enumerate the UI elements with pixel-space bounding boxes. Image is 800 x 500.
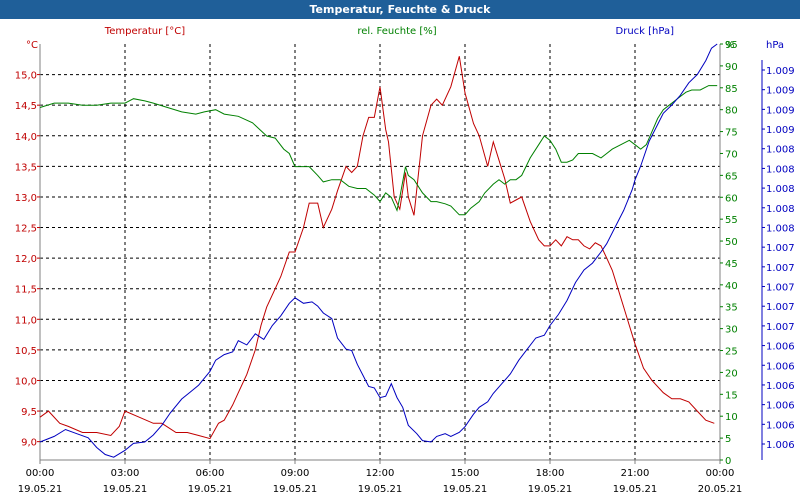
pressure-tick-label: 1.007 xyxy=(766,302,795,313)
pressure-tick-label: 1.006 xyxy=(766,440,795,451)
series-line-temperature xyxy=(39,56,715,440)
pressure-tick-label: 1.008 xyxy=(766,184,795,195)
x-tick-time: 18:00 xyxy=(536,468,565,479)
x-tick-date: 19.05.21 xyxy=(443,484,488,495)
series-label-humidity: rel. Feuchte [%] xyxy=(357,26,436,37)
hum-tick-label: 30 xyxy=(725,325,738,336)
temp-tick-label: 13,5 xyxy=(15,162,37,173)
pressure-unit-label: hPa xyxy=(766,40,784,51)
series-line-pressure xyxy=(39,43,718,458)
pressure-tick-label: 1.007 xyxy=(766,322,795,333)
hum-unit-label: % xyxy=(725,40,735,51)
x-tick-date: 19.05.21 xyxy=(18,484,63,495)
pressure-tick-label: 1.009 xyxy=(766,66,795,77)
series-label-temperature: Temperatur [°C] xyxy=(104,26,185,37)
temp-tick-label: 15,0 xyxy=(15,71,37,82)
hum-tick-label: 40 xyxy=(725,281,738,292)
hum-tick-label: 0 xyxy=(725,456,731,467)
pressure-tick-label: 1.006 xyxy=(766,381,795,392)
x-tick-time: 21:00 xyxy=(621,468,650,479)
hum-tick-label: 80 xyxy=(725,106,738,117)
hum-tick-label: 65 xyxy=(725,171,738,182)
series-label-pressure: Druck [hPa] xyxy=(616,26,675,37)
temp-tick-label: 13,0 xyxy=(15,193,37,204)
pressure-tick-label: 1.007 xyxy=(766,283,795,294)
x-tick-date: 19.05.21 xyxy=(528,484,573,495)
hum-tick-label: 35 xyxy=(725,303,738,314)
hum-tick-label: 60 xyxy=(725,193,738,204)
temp-tick-label: 9,5 xyxy=(21,407,37,418)
pressure-tick-label: 1.008 xyxy=(766,223,795,234)
x-tick-time: 06:00 xyxy=(196,468,225,479)
x-tick-date: 20.05.21 xyxy=(698,484,743,495)
pressure-tick-label: 1.006 xyxy=(766,361,795,372)
pressure-tick-label: 1.008 xyxy=(766,204,795,215)
temp-tick-label: 10,5 xyxy=(15,346,37,357)
pressure-tick-label: 1.006 xyxy=(766,342,795,353)
pressure-tick-label: 1.008 xyxy=(766,145,795,156)
pressure-tick-label: 1.007 xyxy=(766,243,795,254)
x-tick-date: 19.05.21 xyxy=(188,484,233,495)
hum-tick-label: 95 xyxy=(725,40,738,51)
x-tick-time: 00:00 xyxy=(706,468,735,479)
chart-title: Temperatur, Feuchte & Druck xyxy=(0,0,800,19)
x-tick-time: 09:00 xyxy=(281,468,310,479)
x-tick-time: 12:00 xyxy=(366,468,395,479)
series-line-humidity xyxy=(39,85,718,216)
x-tick-time: 00:00 xyxy=(26,468,55,479)
hum-tick-label: 45 xyxy=(725,259,738,270)
x-tick-time: 03:00 xyxy=(111,468,140,479)
pressure-tick-label: 1.006 xyxy=(766,420,795,431)
labels: 00:00 19.05.21 03:00 19.05.21 06:00 19.05.21 0… xyxy=(15,26,795,495)
hum-tick-label: 20 xyxy=(725,368,738,379)
hum-tick-label: 50 xyxy=(725,237,738,248)
hum-tick-label: 75 xyxy=(725,128,738,139)
x-tick-date: 19.05.21 xyxy=(273,484,318,495)
pressure-tick-label: 1.006 xyxy=(766,401,795,412)
hum-tick-label: 85 xyxy=(725,84,738,95)
x-tick-date: 19.05.21 xyxy=(103,484,148,495)
temp-tick-label: 12,5 xyxy=(15,224,37,235)
temp-tick-label: 11,0 xyxy=(15,315,37,326)
temp-tick-label: 10,0 xyxy=(15,376,37,387)
hum-tick-label: 90 xyxy=(725,62,738,73)
temp-tick-label: 14,0 xyxy=(15,132,37,143)
hum-tick-label: 10 xyxy=(725,412,738,423)
series xyxy=(39,43,718,458)
temp-tick-label: 14,5 xyxy=(15,101,37,112)
x-tick-date: 19.05.21 xyxy=(613,484,658,495)
x-tick-date: 19.05.21 xyxy=(358,484,403,495)
hum-tick-label: 55 xyxy=(725,215,738,226)
temp-tick-label: 12,0 xyxy=(15,254,37,265)
pressure-tick-label: 1.009 xyxy=(766,86,795,97)
temp-tick-label: 11,5 xyxy=(15,285,37,296)
pressure-tick-label: 1.009 xyxy=(766,105,795,116)
pressure-tick-label: 1.007 xyxy=(766,263,795,274)
pressure-tick-label: 1.008 xyxy=(766,164,795,175)
temp-tick-label: 9,0 xyxy=(21,438,37,449)
hum-tick-label: 15 xyxy=(725,390,738,401)
hum-tick-label: 70 xyxy=(725,149,738,160)
temp-unit-label: °C xyxy=(26,40,38,51)
x-tick-time: 15:00 xyxy=(451,468,480,479)
hum-tick-label: 5 xyxy=(725,434,731,445)
pressure-tick-label: 1.009 xyxy=(766,125,795,136)
hum-tick-label: 25 xyxy=(725,347,738,358)
axes xyxy=(37,43,765,464)
